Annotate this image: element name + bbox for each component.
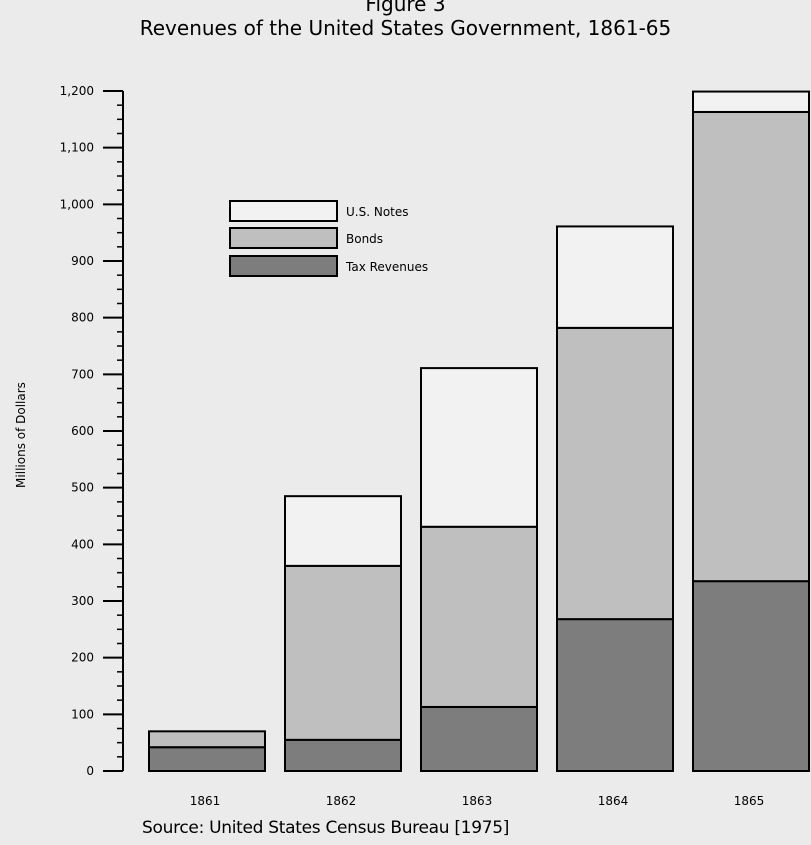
y-tick-label: 200 bbox=[71, 651, 94, 665]
bar-segment-1863-u-s-notes bbox=[420, 367, 538, 528]
bar-segment-1862-tax-revenues bbox=[284, 738, 402, 772]
bar-segment-1862-u-s-notes bbox=[284, 495, 402, 567]
y-axis-label: Millions of Dollars bbox=[14, 382, 28, 488]
figure-label: Figure 3 bbox=[365, 0, 446, 16]
bar-segment-1863-tax-revenues bbox=[420, 705, 538, 773]
y-tick-label: 300 bbox=[71, 594, 94, 608]
legend-label: Bonds bbox=[346, 232, 383, 246]
legend-label: Tax Revenues bbox=[345, 260, 428, 274]
bar-segment-1864-tax-revenues bbox=[556, 618, 674, 773]
legend-swatch bbox=[229, 227, 338, 249]
bar-segment-1863-bonds bbox=[420, 525, 538, 708]
y-tick-label: 0 bbox=[86, 764, 94, 778]
bar-segment-1862-bonds bbox=[284, 564, 402, 741]
bar-segment-1865-bonds bbox=[692, 110, 810, 583]
source-note: Source: United States Census Bureau [197… bbox=[142, 818, 510, 838]
bar-segment-1864-u-s-notes bbox=[556, 225, 674, 329]
x-tick-label: 1862 bbox=[326, 794, 357, 808]
legend: U.S. Notes Bonds Tax Revenues bbox=[229, 200, 428, 277]
y-tick-label: 500 bbox=[71, 481, 94, 495]
legend-swatch bbox=[229, 200, 338, 222]
chart-title-block: Figure 3 Revenues of the United States G… bbox=[0, 0, 811, 40]
y-tick-label: 800 bbox=[71, 311, 94, 325]
y-tick-label: 1,200 bbox=[60, 84, 94, 98]
y-tick-label: 600 bbox=[71, 424, 94, 438]
x-tick-label: 1861 bbox=[190, 794, 221, 808]
legend-label: U.S. Notes bbox=[346, 205, 409, 219]
y-tick-label: 1,000 bbox=[60, 197, 94, 211]
x-tick-label: 1865 bbox=[734, 794, 765, 808]
y-tick-label: 400 bbox=[71, 537, 94, 551]
bar-segment-1864-bonds bbox=[556, 326, 674, 621]
x-axis-labels: 1861 1862 1863 1864 1865 bbox=[190, 794, 765, 808]
bar-segment-1861-bonds bbox=[148, 730, 266, 749]
bar-segment-1865-u-s-notes bbox=[692, 90, 810, 113]
bar-segment-1865-tax-revenues bbox=[692, 580, 810, 773]
y-axis: 0 100 200 300 400 500 600 700 800 900 1,000 1,100 1,… bbox=[60, 84, 124, 778]
x-tick-label: 1863 bbox=[462, 794, 493, 808]
chart-title: Revenues of the United States Government… bbox=[139, 16, 672, 40]
x-tick-label: 1864 bbox=[598, 794, 629, 808]
bars-group bbox=[148, 90, 810, 773]
y-tick-label: 100 bbox=[71, 707, 94, 721]
y-tick-label: 1,100 bbox=[60, 141, 94, 155]
y-tick-label: 900 bbox=[71, 254, 94, 268]
legend-swatch bbox=[229, 255, 338, 277]
y-tick-label: 700 bbox=[71, 367, 94, 381]
bar-segment-1861-tax-revenues bbox=[148, 746, 266, 773]
